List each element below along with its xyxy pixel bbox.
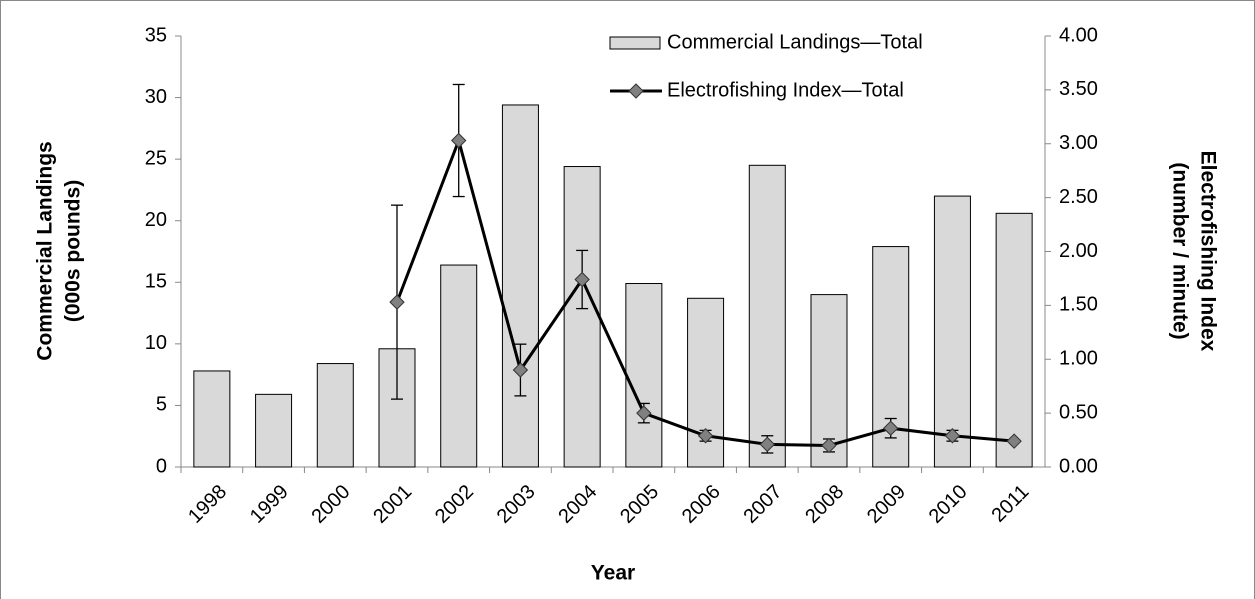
x-tick-label: 1999 [246, 481, 293, 528]
marker [512, 362, 529, 378]
x-tick-label: 2003 [493, 481, 540, 528]
marker [1006, 433, 1022, 449]
bar [748, 164, 786, 468]
marker [389, 294, 405, 310]
y2-axis-title: Electrofishing Index (number / minute) [1168, 151, 1219, 352]
x-tick-label: 2009 [863, 481, 910, 528]
y2-axis-title-line: Electrofishing Index [1196, 151, 1219, 352]
bar [316, 363, 354, 468]
y-axis-title-line: Commercial Landings [34, 141, 57, 360]
x-tick-label: 2007 [740, 481, 787, 528]
y2-axis-title-line: (number / minute) [1168, 162, 1191, 339]
y2-tick-label: 1.50 [1059, 294, 1098, 316]
x-tick-label: 2005 [616, 481, 663, 528]
legend-marker [628, 83, 644, 99]
y2-tick-label: 2.50 [1059, 186, 1098, 208]
y-tick-label: 25 [145, 147, 167, 169]
marker [636, 405, 652, 421]
x-tick-label: 2010 [925, 481, 972, 528]
bar [563, 166, 601, 468]
bar [440, 264, 478, 468]
y2-tick-label: 0.50 [1059, 401, 1098, 423]
y-axis-title: Commercial Landings (000s pounds) [34, 141, 85, 360]
bar [625, 283, 663, 468]
x-tick-label: 2001 [369, 481, 416, 528]
y-tick-label: 15 [145, 271, 167, 293]
bar [933, 195, 971, 468]
marker [944, 428, 961, 444]
x-tick-label: 2004 [554, 481, 601, 528]
bar [501, 104, 539, 468]
y-tick-label: 5 [156, 394, 167, 416]
y2-tick-label: 4.00 [1059, 24, 1098, 46]
x-tick-label: 1998 [184, 481, 231, 528]
bar [255, 393, 293, 468]
x-axis-title: Year [591, 562, 635, 585]
y2-tick-label: 0.00 [1059, 455, 1098, 477]
y2-tick-label: 2.00 [1059, 240, 1098, 262]
bar [995, 212, 1033, 468]
legend-label: Electrofishing Index—Total [667, 79, 904, 101]
legend-swatch [609, 36, 661, 50]
x-tick-label: 2002 [431, 481, 478, 528]
marker [883, 420, 899, 436]
y2-tick-label: 3.50 [1059, 78, 1098, 100]
y-tick-label: 20 [145, 209, 167, 231]
y2-tick-label: 1.00 [1059, 348, 1098, 370]
legend-label: Commercial Landings—Total [667, 31, 923, 53]
y-axis-title-line: (000s pounds) [62, 180, 85, 322]
x-tick-label: 2000 [308, 481, 355, 528]
x-tick-label: 2011 [987, 481, 1033, 527]
y-tick-label: 10 [145, 332, 167, 354]
marker [574, 271, 590, 288]
marker [821, 437, 837, 454]
marker [451, 132, 467, 149]
y-tick-label: 35 [145, 24, 167, 46]
y2-tick-label: 3.00 [1059, 132, 1098, 154]
marker [697, 428, 714, 444]
x-tick-label: 2006 [678, 481, 725, 528]
x-tick-label: 2008 [801, 481, 848, 528]
y-tick-label: 30 [145, 86, 167, 108]
y-tick-label: 0 [156, 455, 167, 477]
marker [759, 436, 775, 453]
bar [193, 370, 231, 468]
